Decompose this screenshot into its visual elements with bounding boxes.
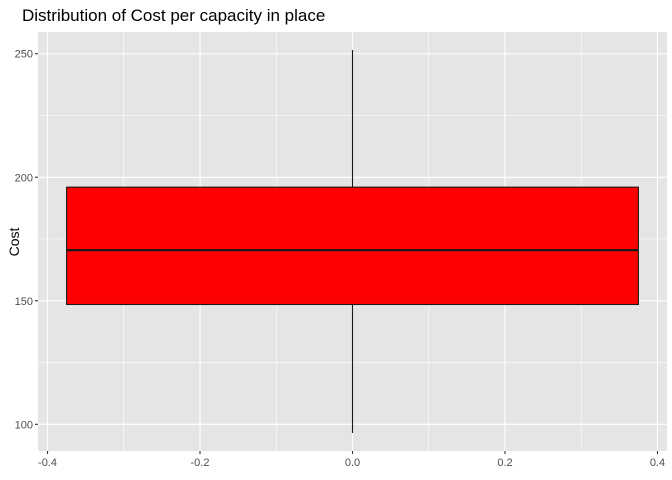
y-tick-label: 150 (15, 296, 33, 308)
y-axis-title: Cost (6, 228, 22, 257)
x-tick-label: 0.4 (650, 457, 665, 469)
y-tick-label: 100 (15, 419, 33, 431)
x-tick-label: 0.0 (345, 457, 360, 469)
box-iqr (66, 186, 639, 306)
y-tick-label: 200 (15, 172, 33, 184)
x-tick-label: 0.2 (497, 457, 512, 469)
y-tick-label: 250 (15, 49, 33, 61)
y-axis: 100 150 200 250 (15, 49, 38, 431)
x-axis: -0.4 -0.2 0.0 0.2 0.4 (38, 451, 665, 469)
box-layer (66, 50, 639, 433)
x-tick-label: -0.4 (38, 457, 57, 469)
chart-title: Distribution of Cost per capacity in pla… (22, 6, 325, 25)
x-tick-label: -0.2 (191, 457, 210, 469)
